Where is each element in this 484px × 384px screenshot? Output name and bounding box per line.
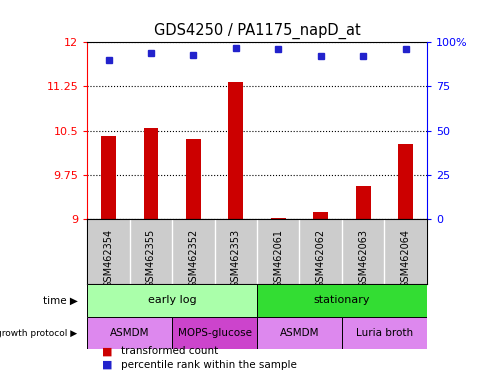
Bar (257, 284, 426, 317)
Bar (143, 127, 158, 219)
Bar (270, 218, 285, 219)
Text: percentile rank within the sample: percentile rank within the sample (121, 360, 297, 370)
Bar (313, 212, 328, 219)
Bar (87, 317, 172, 349)
Text: ASMDM: ASMDM (279, 328, 318, 338)
Bar (87, 284, 257, 317)
Text: stationary: stationary (313, 295, 369, 306)
Text: growth protocol ▶: growth protocol ▶ (0, 329, 77, 338)
Bar (101, 136, 116, 219)
Text: early log: early log (148, 295, 196, 306)
Text: ■: ■ (102, 360, 112, 370)
Text: GSM462063: GSM462063 (357, 229, 367, 288)
Bar (228, 82, 243, 219)
Bar (185, 139, 200, 219)
Bar (172, 317, 257, 349)
Bar (257, 317, 341, 349)
Title: GDS4250 / PA1175_napD_at: GDS4250 / PA1175_napD_at (153, 23, 360, 40)
Text: ASMDM: ASMDM (110, 328, 149, 338)
Text: GSM462064: GSM462064 (400, 229, 410, 288)
Text: Luria broth: Luria broth (355, 328, 412, 338)
Bar (341, 317, 426, 349)
Text: GSM462062: GSM462062 (315, 229, 325, 288)
Text: GSM462352: GSM462352 (188, 229, 198, 288)
Text: GSM462355: GSM462355 (146, 229, 156, 288)
Bar (355, 187, 370, 219)
Text: time ▶: time ▶ (43, 295, 77, 306)
Text: MOPS-glucose: MOPS-glucose (177, 328, 251, 338)
Text: ■: ■ (102, 346, 112, 356)
Text: GSM462061: GSM462061 (272, 229, 283, 288)
Text: GSM462354: GSM462354 (103, 229, 113, 288)
Text: transformed count: transformed count (121, 346, 218, 356)
Text: GSM462353: GSM462353 (230, 229, 241, 288)
Bar (397, 144, 412, 219)
